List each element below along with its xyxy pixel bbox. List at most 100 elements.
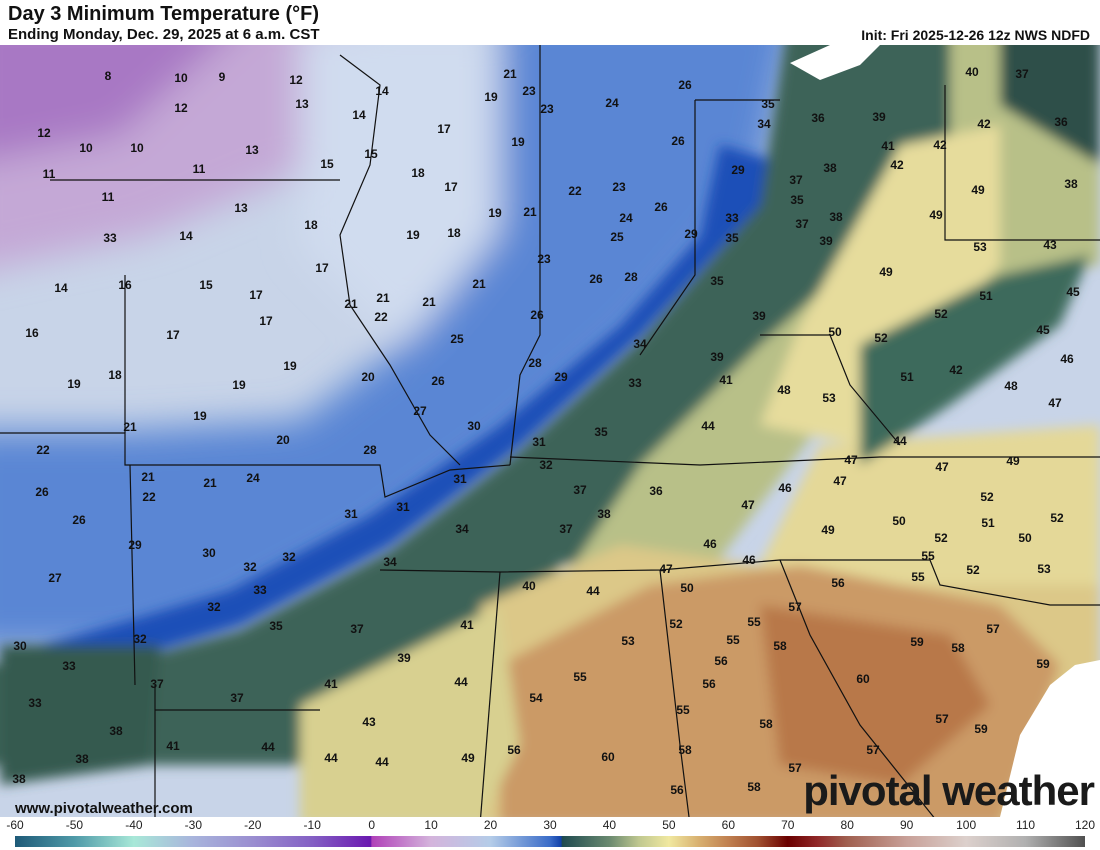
temp-label: 12 — [174, 101, 188, 115]
temp-label: 28 — [624, 270, 638, 284]
temp-label: 39 — [819, 234, 833, 248]
temperature-map[interactable]: 8 10 9 12 13 14 21 19 23 23 26 24 40 37 12 12 10 10 14 17 19… — [0, 45, 1100, 817]
colorbar-ticks: -60 -50 -40 -30 -20 -10 0 10 20 30 40 50 60 70 80 90 100… — [0, 818, 1100, 832]
temp-label: 57 — [788, 761, 802, 775]
temp-label: 57 — [935, 712, 949, 726]
temp-label: 52 — [1050, 511, 1064, 525]
temp-label: 21 — [376, 291, 390, 305]
temp-label: 35 — [790, 193, 804, 207]
temp-label: 42 — [933, 138, 947, 152]
temp-label: 57 — [866, 743, 880, 757]
colorbar-tick-label: 60 — [721, 818, 736, 832]
temp-label: 58 — [951, 641, 965, 655]
temp-label: 16 — [118, 278, 132, 292]
temp-label: 56 — [714, 654, 728, 668]
temp-label: 41 — [460, 618, 474, 632]
temp-label: 37 — [230, 691, 244, 705]
temp-label: 14 — [179, 229, 193, 243]
temp-label: 21 — [503, 67, 517, 81]
temp-label: 36 — [1054, 115, 1068, 129]
lake-erie — [790, 45, 880, 80]
temp-label: 38 — [829, 210, 843, 224]
temp-label: 11 — [101, 190, 115, 204]
temp-label: 19 — [406, 228, 420, 242]
temp-label: 21 — [123, 420, 137, 434]
temp-label: 11 — [42, 167, 56, 181]
temp-label: 47 — [935, 460, 949, 474]
temp-label: 29 — [128, 538, 142, 552]
temp-label: 19 — [484, 90, 498, 104]
temp-label: 57 — [788, 600, 802, 614]
temp-label: 52 — [966, 563, 980, 577]
temp-label: 41 — [881, 139, 895, 153]
temp-label: 51 — [979, 289, 993, 303]
map-shading — [0, 45, 1100, 817]
temp-label: 40 — [965, 65, 979, 79]
temp-label: 22 — [36, 443, 50, 457]
temp-label: 33 — [103, 231, 117, 245]
temp-label: 17 — [444, 180, 458, 194]
init-time: Init: Fri 2025-12-26 12z NWS NDFD — [861, 27, 1090, 43]
temp-label: 32 — [207, 600, 221, 614]
temp-label: 19 — [283, 359, 297, 373]
temp-label: 24 — [619, 211, 633, 225]
colorbar-tick-label: 30 — [543, 818, 557, 832]
temp-label: 29 — [684, 227, 698, 241]
temp-label: 51 — [900, 370, 914, 384]
temp-label: 38 — [12, 772, 26, 786]
temp-label: 21 — [344, 297, 358, 311]
temp-label: 40 — [522, 579, 536, 593]
temp-label: 25 — [450, 332, 464, 346]
temp-label: 52 — [980, 490, 994, 504]
temp-label: 49 — [821, 523, 835, 537]
temp-label: 56 — [507, 743, 521, 757]
temp-label: 58 — [773, 639, 787, 653]
temp-label: 29 — [554, 370, 568, 384]
temp-label: 43 — [1043, 238, 1057, 252]
temp-label: 26 — [530, 308, 544, 322]
temp-label: 33 — [253, 583, 267, 597]
temp-label: 36 — [811, 111, 825, 125]
temp-label: 17 — [259, 314, 273, 328]
temp-label: 22 — [374, 310, 388, 324]
temp-label: 10 — [174, 71, 188, 85]
colorbar-tick-label: 10 — [424, 818, 438, 832]
temp-label: 38 — [823, 161, 837, 175]
temp-label: 19 — [67, 377, 81, 391]
colorbar-tick-label: -60 — [6, 818, 24, 832]
temp-label: 29 — [731, 163, 745, 177]
temp-label: 39 — [752, 309, 766, 323]
temp-label: 15 — [364, 147, 378, 161]
temp-label: 55 — [726, 633, 740, 647]
temp-label: 21 — [203, 476, 217, 490]
temp-label: 14 — [375, 84, 389, 98]
temp-label: 11 — [192, 162, 206, 176]
temp-label: 14 — [54, 281, 68, 295]
temp-label: 32 — [539, 458, 553, 472]
colorbar-tick-label: -40 — [125, 818, 143, 832]
temp-label: 33 — [628, 376, 642, 390]
temp-label: 14 — [352, 108, 366, 122]
temp-label: 12 — [289, 73, 303, 87]
temp-label: 33 — [62, 659, 76, 673]
temp-label: 12 — [37, 126, 51, 140]
brand-logo: pivotal weather — [803, 767, 1095, 814]
temp-label: 24 — [246, 471, 260, 485]
temp-label: 31 — [532, 435, 546, 449]
temp-label: 26 — [589, 272, 603, 286]
temp-label: 44 — [701, 419, 715, 433]
temp-label: 55 — [911, 570, 925, 584]
colorbar-tick-label: 40 — [602, 818, 617, 832]
temp-label: 46 — [778, 481, 792, 495]
colorbar-tick-label: -20 — [244, 818, 262, 832]
temp-label: 38 — [75, 752, 89, 766]
temp-label: 41 — [719, 373, 733, 387]
temp-label: 32 — [243, 560, 257, 574]
colorbar — [15, 836, 1085, 847]
temp-label: 30 — [467, 419, 481, 433]
temp-label: 58 — [747, 780, 761, 794]
temp-label: 26 — [671, 134, 685, 148]
temp-label: 52 — [934, 531, 948, 545]
temp-label: 18 — [304, 218, 318, 232]
temp-label: 59 — [910, 635, 924, 649]
